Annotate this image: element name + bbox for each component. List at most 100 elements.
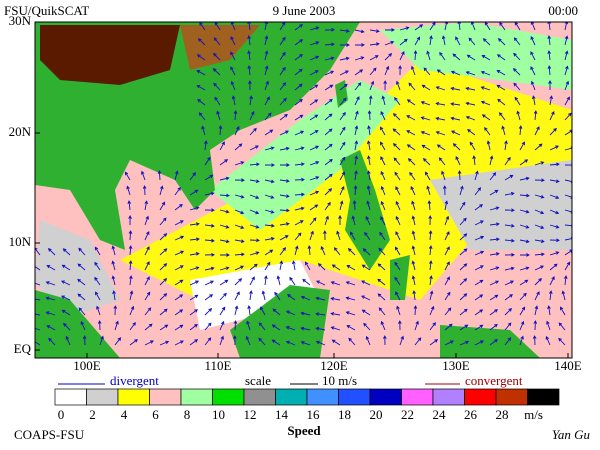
wind-arrow bbox=[248, 80, 252, 91]
wind-arrow bbox=[466, 54, 476, 61]
wind-arrow bbox=[474, 235, 485, 241]
wind-arrow bbox=[519, 193, 530, 198]
wind-arrow bbox=[412, 290, 416, 301]
wind-arrow bbox=[323, 230, 327, 241]
wind-arrow bbox=[264, 146, 275, 151]
lat-label: 20N bbox=[9, 124, 32, 139]
wind-arrow bbox=[549, 276, 555, 286]
wind-arrow bbox=[547, 305, 551, 316]
wind-arrow bbox=[294, 232, 302, 241]
footer-right: Yan Gu bbox=[552, 427, 591, 442]
wind-arrow bbox=[504, 174, 514, 181]
wind-arrow bbox=[489, 237, 500, 242]
wind-arrow bbox=[459, 278, 468, 286]
wind-arrow bbox=[204, 238, 215, 243]
wind-arrow bbox=[144, 230, 150, 241]
wind-arrow bbox=[450, 86, 461, 91]
wind-arrow bbox=[549, 263, 558, 271]
wind-arrow bbox=[234, 161, 245, 166]
wind-arrow bbox=[406, 115, 416, 121]
wind-arrow bbox=[530, 66, 536, 76]
wind-arrow bbox=[196, 85, 206, 91]
wind-arrow bbox=[174, 187, 181, 196]
wind-arrow bbox=[219, 279, 229, 286]
wind-arrow bbox=[459, 201, 466, 211]
wind-arrow bbox=[547, 35, 552, 46]
wind-arrow bbox=[354, 96, 360, 106]
map-area bbox=[35, 22, 572, 358]
wind-arrow bbox=[144, 215, 149, 226]
wind-arrow bbox=[395, 231, 401, 241]
wind-arrow bbox=[189, 189, 199, 196]
wind-arrow bbox=[489, 339, 498, 346]
wind-arrow bbox=[444, 340, 454, 346]
wind-arrow bbox=[411, 260, 416, 271]
wind-arrow bbox=[204, 140, 208, 151]
wind-arrow bbox=[364, 231, 371, 241]
wind-arrow bbox=[350, 231, 356, 241]
wind-arrow bbox=[264, 96, 270, 106]
wind-arrow bbox=[300, 295, 311, 301]
wind-arrow bbox=[204, 322, 212, 331]
wind-arrow bbox=[459, 233, 468, 241]
lon-label: 120E bbox=[320, 358, 348, 373]
wind-arrow bbox=[489, 266, 500, 271]
wind-arrow bbox=[279, 235, 289, 241]
wind-arrow bbox=[367, 155, 371, 166]
wind-arrow bbox=[309, 190, 320, 196]
wind-arrow bbox=[519, 320, 525, 331]
colorbar-label: 12 bbox=[244, 407, 257, 422]
colorbar-swatch bbox=[369, 388, 402, 406]
wind-arrow bbox=[294, 162, 305, 167]
wind-arrow bbox=[128, 230, 133, 241]
wind-arrow bbox=[497, 38, 506, 46]
wind-arrow bbox=[324, 56, 335, 61]
wind-arrow bbox=[444, 291, 451, 301]
wind-arrow bbox=[264, 22, 269, 31]
wind-arrow bbox=[330, 296, 341, 301]
wind-arrow bbox=[216, 110, 221, 121]
wind-arrow bbox=[377, 293, 386, 301]
wind-arrow bbox=[189, 222, 200, 226]
wind-arrow bbox=[159, 248, 168, 256]
wind-arrow bbox=[426, 50, 431, 61]
wind-arrow bbox=[428, 245, 433, 256]
wind-arrow bbox=[429, 339, 439, 346]
wind-arrow bbox=[394, 96, 401, 106]
wind-arrow bbox=[189, 309, 199, 316]
wind-arrow bbox=[249, 127, 257, 136]
wind-arrow bbox=[480, 86, 491, 91]
wind-arrow bbox=[189, 206, 200, 211]
wind-arrow bbox=[347, 248, 356, 256]
wind-arrow bbox=[451, 130, 461, 136]
wind-arrow bbox=[380, 216, 386, 226]
wind-arrow bbox=[423, 67, 431, 76]
colorbar-label: 20 bbox=[370, 407, 383, 422]
wind-arrow bbox=[411, 215, 416, 226]
wind-arrow bbox=[272, 308, 281, 316]
wind-arrow bbox=[128, 215, 132, 226]
wind-arrow bbox=[234, 291, 240, 301]
wind-arrow bbox=[548, 80, 552, 91]
wind-arrow bbox=[324, 84, 334, 91]
legend-scale-value: 10 m/s bbox=[322, 373, 357, 388]
wind-arrow bbox=[247, 22, 251, 31]
wind-arrow bbox=[346, 265, 356, 271]
wind-arrow bbox=[114, 320, 119, 331]
wind-arrow bbox=[234, 224, 245, 229]
wind-arrow bbox=[60, 295, 71, 301]
wind-arrow bbox=[411, 245, 416, 256]
wind-arrow bbox=[204, 208, 215, 212]
land bbox=[335, 80, 348, 108]
wind-arrow bbox=[352, 200, 357, 211]
colorbar-swatch bbox=[212, 388, 245, 406]
wind-arrow bbox=[519, 239, 530, 244]
wind-arrow bbox=[189, 237, 200, 242]
wind-arrow bbox=[94, 261, 101, 271]
wind-arrow bbox=[444, 246, 450, 256]
wind-arrow bbox=[219, 193, 230, 198]
wind-arrow bbox=[330, 326, 341, 331]
wind-arrow bbox=[429, 35, 433, 46]
wind-arrow bbox=[441, 35, 446, 46]
